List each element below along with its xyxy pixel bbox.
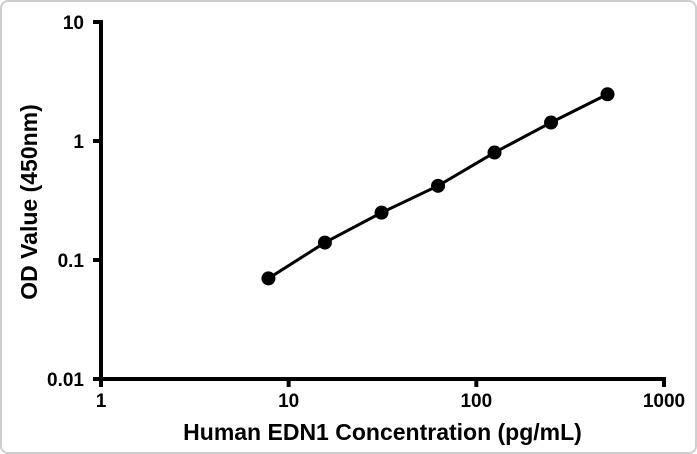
- data-point: [261, 271, 276, 286]
- x-axis-title: Human EDN1 Concentration (pg/mL): [183, 419, 582, 445]
- data-point: [431, 178, 446, 193]
- y-tick-label: 0.1: [58, 251, 85, 272]
- x-tick-label: 1000: [643, 391, 685, 412]
- x-tick-label: 100: [460, 391, 492, 412]
- y-axis-title: OD Value (450nm): [16, 104, 42, 300]
- data-point: [544, 115, 559, 130]
- data-point: [487, 145, 502, 160]
- y-tick-label: 0.01: [47, 370, 84, 391]
- y-tick-label: 10: [63, 13, 84, 34]
- data-point: [317, 235, 332, 250]
- x-tick-label: 10: [278, 391, 299, 412]
- x-tick-label: 1: [96, 391, 107, 412]
- data-point: [600, 87, 615, 102]
- data-point: [374, 205, 389, 220]
- y-tick-label: 1: [73, 132, 84, 153]
